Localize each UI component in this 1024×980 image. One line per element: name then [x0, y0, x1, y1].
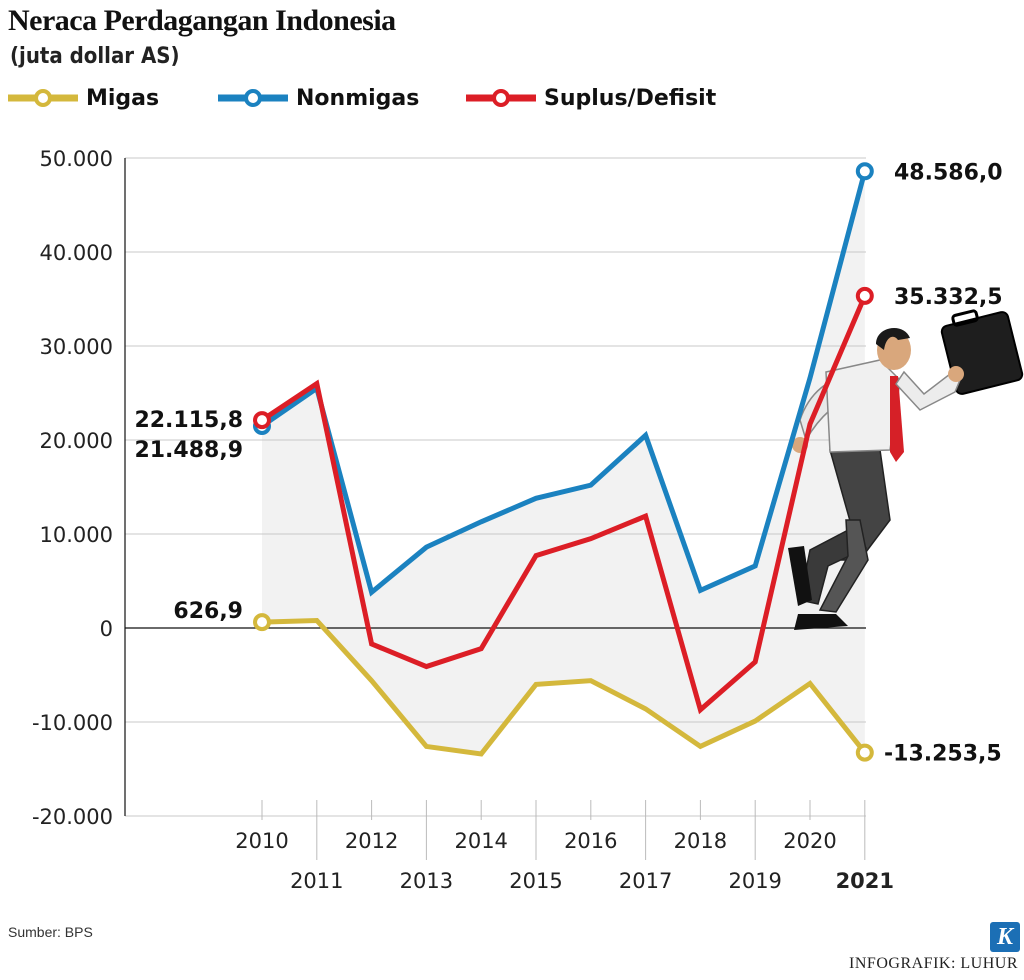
- legend-swatch-nonmigas: [218, 89, 288, 107]
- y-tick-label: 10.000: [40, 523, 113, 547]
- legend-label-migas: Migas: [86, 85, 160, 111]
- legend-item-surplus: Suplus/Defisit: [466, 82, 716, 114]
- legend-swatch-surplus: [466, 89, 536, 107]
- endpoint-marker: [855, 743, 874, 762]
- endpoint-marker: [855, 286, 874, 305]
- endpoint-marker: [253, 613, 271, 632]
- y-tick-label: 0: [100, 617, 113, 641]
- businessman-illustration: [788, 309, 1024, 630]
- data-label: 626,9: [173, 599, 243, 624]
- legend-swatch-migas: [8, 89, 78, 107]
- legend-item-migas: Migas: [8, 82, 159, 114]
- x-tick-label: 2017: [619, 869, 672, 893]
- x-tick-label: 2010: [235, 829, 288, 853]
- graphic-credit: INFOGRAFIK: LUHUR: [849, 955, 1018, 972]
- x-tick-label: 2013: [400, 869, 453, 893]
- legend: Migas Nonmigas Suplus/Defisit: [0, 82, 1024, 114]
- x-tick-label: 2011: [290, 869, 343, 893]
- x-tick-label: 2021: [836, 869, 894, 893]
- y-tick-label: 20.000: [40, 429, 113, 453]
- y-tick-label: 30.000: [40, 335, 113, 359]
- x-tick-label: 2014: [454, 829, 507, 853]
- data-label: -13.253,5: [884, 742, 1002, 767]
- chart-title: Neraca Perdagangan Indonesia: [8, 4, 396, 37]
- y-tick-label: -10.000: [32, 711, 113, 735]
- x-tick-label: 2020: [783, 829, 836, 853]
- data-label: 22.115,8: [134, 408, 243, 433]
- y-tick-label: 50.000: [40, 147, 113, 171]
- chart-unit: (juta dollar AS): [10, 44, 180, 69]
- legend-label-surplus: Suplus/Defisit: [544, 85, 717, 111]
- source-note: Sumber: BPS: [8, 924, 93, 940]
- legend-label-nonmigas: Nonmigas: [296, 85, 420, 111]
- series-line-nonmigas: [260, 170, 868, 597]
- x-tick-label: 2012: [345, 829, 398, 853]
- publisher-logo: K: [990, 922, 1020, 952]
- endpoint-marker: [855, 162, 874, 181]
- series-line-migas: [261, 617, 867, 757]
- line-chart: 50.000 40.000 30.000 20.000 10.000 0 -10.000 -2…: [32, 147, 1024, 893]
- x-tick-label: 2018: [674, 829, 727, 853]
- range-band: [262, 171, 865, 754]
- y-tick-label: 40.000: [40, 241, 113, 265]
- x-tick-label: 2016: [564, 829, 617, 853]
- y-tick-label: -20.000: [32, 805, 113, 829]
- legend-item-nonmigas: Nonmigas: [218, 82, 419, 114]
- data-label: 21.488,9: [134, 438, 243, 463]
- series-line-suplus-defisit: [260, 294, 868, 715]
- x-tick-label: 2015: [509, 869, 562, 893]
- endpoint-marker: [253, 411, 271, 430]
- data-label: 48.586,0: [894, 160, 1003, 185]
- x-tick-label: 2019: [728, 869, 781, 893]
- data-label: 35.332,5: [894, 285, 1003, 310]
